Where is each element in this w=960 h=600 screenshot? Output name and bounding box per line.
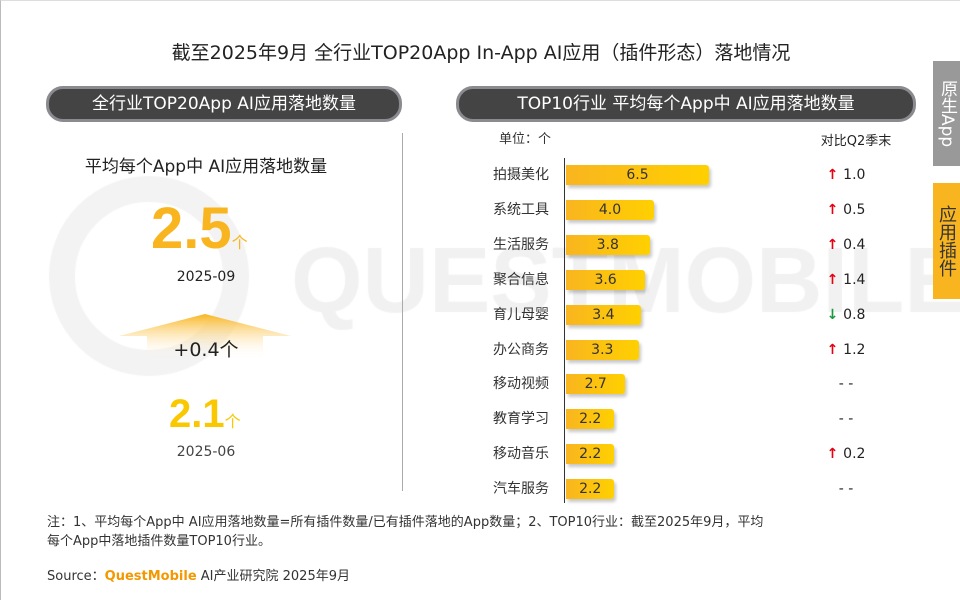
comparison-value: ↑ 1.4 bbox=[801, 271, 891, 289]
comparison-value: ↑ 0.4 bbox=[801, 236, 891, 254]
source-prefix: Source： bbox=[47, 569, 105, 584]
category-label: 生活服务 bbox=[493, 236, 549, 253]
comparison-value: ↑ 0.5 bbox=[801, 201, 891, 219]
bar: 2.2 bbox=[566, 444, 615, 465]
bar: 2.2 bbox=[566, 409, 615, 430]
bar: 4.0 bbox=[566, 199, 654, 220]
left-subtitle: 平均每个App中 AI应用落地数量 bbox=[84, 157, 328, 177]
arrow-up-icon: ↑ bbox=[826, 201, 844, 218]
arrow-up-icon: ↑ bbox=[826, 167, 844, 183]
previous-date: 2025-06 bbox=[176, 444, 236, 460]
comparison-value: ↑ 1.0 bbox=[801, 166, 891, 184]
category-label: 系统工具 bbox=[493, 201, 549, 218]
bar: 6.5 bbox=[566, 165, 709, 185]
tab-native-app[interactable]: 原生App bbox=[933, 61, 960, 166]
category-label: 聚合信息 bbox=[493, 271, 549, 288]
comparison-value: ↑ 0.2 bbox=[801, 445, 891, 463]
note-line-1: 注：1、平均每个App中 AI应用落地数量=所有插件数量/已有插件落地的App数… bbox=[47, 515, 764, 530]
left-panel-header: 全行业TOP20App AI应用落地数量 bbox=[46, 86, 402, 122]
category-label: 办公商务 bbox=[493, 341, 549, 358]
category-label: 育儿母婴 bbox=[493, 306, 549, 323]
comparison-text: 1.0 bbox=[843, 167, 866, 183]
bar-value-label: 2.2 bbox=[579, 446, 602, 463]
bar-value-label: 4.0 bbox=[598, 201, 622, 218]
bar-value-label: 2.2 bbox=[579, 481, 602, 498]
bar: 3.8 bbox=[566, 234, 650, 255]
bar-value-label: 2.2 bbox=[579, 411, 602, 428]
page-title: 截至2025年9月 全行业TOP20App In-App AI应用（插件形态）落… bbox=[171, 42, 791, 64]
bar-value-label: 2.7 bbox=[584, 376, 607, 393]
bar-value-label: 3.8 bbox=[596, 236, 619, 253]
arrow-up-icon: ↑ bbox=[826, 271, 844, 288]
comparison-text: 0.8 bbox=[843, 306, 866, 323]
category-label: 拍摄美化 bbox=[493, 167, 549, 183]
comparison-header: 对比Q2季末 bbox=[820, 134, 892, 149]
bar: 2.7 bbox=[566, 374, 626, 395]
current-value: 2.5个 bbox=[151, 196, 248, 276]
bar-value-label: 3.3 bbox=[591, 341, 614, 358]
arrow-up-icon: ↑ bbox=[826, 341, 844, 358]
comparison-value: ↓ 0.8 bbox=[801, 306, 891, 324]
arrow-up-icon: ↑ bbox=[826, 446, 844, 463]
current-date: 2025-09 bbox=[176, 269, 236, 285]
comparison-text: - - bbox=[838, 481, 854, 498]
previous-number: 2.1 bbox=[169, 392, 225, 436]
current-unit: 个 bbox=[231, 233, 248, 252]
unit-label: 单位：个 bbox=[499, 132, 552, 147]
note-line-2: 每个App中落地插件数量TOP10行业。 bbox=[47, 534, 271, 549]
comparison-text: 0.5 bbox=[843, 201, 866, 218]
category-label: 汽车服务 bbox=[493, 481, 549, 498]
comparison-text: - - bbox=[838, 376, 854, 393]
divider bbox=[402, 133, 403, 491]
current-number: 2.5 bbox=[151, 196, 232, 261]
comparison-value: - - bbox=[801, 375, 891, 393]
comparison-text: 1.4 bbox=[843, 271, 866, 288]
category-label: 教育学习 bbox=[493, 411, 549, 428]
right-panel-header: TOP10行业 平均每个App中 AI应用落地数量 bbox=[456, 86, 916, 122]
bar-value-label: 6.5 bbox=[626, 167, 649, 183]
bar: 3.6 bbox=[566, 269, 646, 290]
bar: 3.3 bbox=[566, 339, 639, 360]
category-label: 移动音乐 bbox=[493, 446, 549, 463]
bar-value-label: 3.4 bbox=[592, 306, 615, 323]
previous-value: 2.1个 bbox=[169, 391, 241, 445]
comparison-value: - - bbox=[801, 480, 891, 498]
change-value: +0.4个 bbox=[173, 339, 239, 361]
comparison-value: - - bbox=[801, 410, 891, 428]
increase-arrow-icon bbox=[119, 314, 291, 359]
chart-axis bbox=[564, 158, 565, 503]
arrow-down-icon: ↓ bbox=[826, 306, 844, 323]
comparison-value: ↑ 1.2 bbox=[801, 341, 891, 359]
source: Source：QuestMobile AI产业研究院 2025年9月 bbox=[47, 568, 350, 585]
bar: 3.4 bbox=[566, 304, 641, 325]
comparison-text: 1.2 bbox=[843, 341, 866, 358]
source-brand: QuestMobile bbox=[104, 569, 197, 584]
tab-app-plugin[interactable]: 应用插件 bbox=[933, 183, 960, 299]
source-suffix: AI产业研究院 2025年9月 bbox=[196, 569, 350, 584]
comparison-text: 0.2 bbox=[843, 446, 866, 463]
previous-unit: 个 bbox=[224, 412, 241, 431]
comparison-text: 0.4 bbox=[843, 236, 866, 253]
bar: 2.2 bbox=[566, 479, 615, 500]
comparison-text: - - bbox=[838, 411, 854, 428]
category-label: 移动视频 bbox=[493, 376, 549, 393]
arrow-up-icon: ↑ bbox=[826, 236, 844, 253]
bar-value-label: 3.6 bbox=[594, 271, 617, 288]
